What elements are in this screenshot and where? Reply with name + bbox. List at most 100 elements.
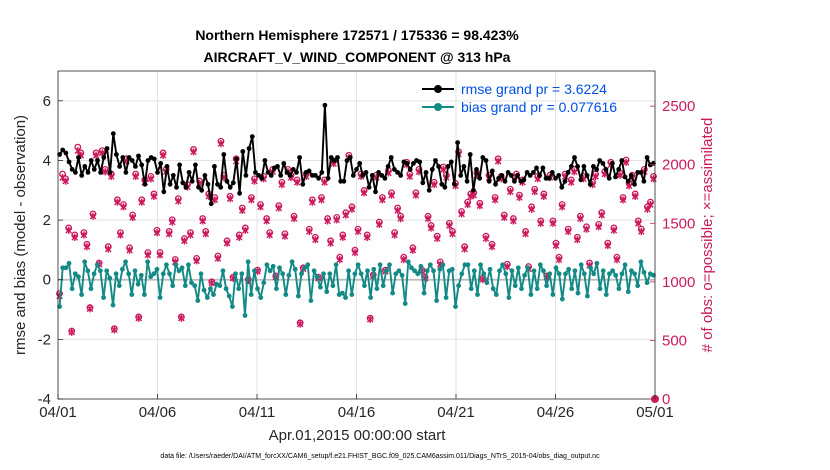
- rmse-point: [268, 173, 274, 178]
- assimilated-obs-marker: [613, 256, 621, 264]
- bias-point: [280, 271, 286, 277]
- rmse-point: [556, 173, 562, 178]
- bias-point: [226, 293, 232, 299]
- assimilated-obs-marker: [376, 220, 383, 229]
- assimilated-obs-marker: [552, 241, 560, 250]
- bias-point: [384, 268, 389, 274]
- rmse-point: [249, 134, 255, 140]
- bias-point: [434, 298, 439, 303]
- rmse-point: [429, 167, 435, 172]
- assimilated-obs-marker: [129, 213, 136, 222]
- rmse-point: [448, 159, 454, 165]
- assimilated-obs-marker: [634, 219, 642, 227]
- rmse-point: [107, 170, 113, 175]
- bias-point: [85, 268, 91, 274]
- rmse-point: [82, 164, 88, 169]
- rmse-point: [366, 184, 372, 190]
- assimilated-obs-marker: [336, 256, 344, 264]
- assimilated-obs-marker: [150, 192, 158, 200]
- bias-point: [198, 271, 204, 277]
- bias-point: [409, 265, 414, 271]
- bias-point: [138, 272, 144, 278]
- bias-point: [72, 271, 78, 277]
- assimilated-obs-marker: [190, 148, 197, 156]
- rmse-point: [275, 164, 280, 169]
- assimilated-obs-marker: [610, 226, 618, 234]
- bias-point: [522, 272, 527, 278]
- rmse-point: [616, 167, 622, 172]
- rmse-point: [565, 170, 571, 175]
- bias-point: [129, 292, 135, 297]
- assimilated-obs-marker: [248, 196, 255, 204]
- rmse-point: [388, 155, 394, 160]
- rmse-point: [357, 161, 363, 166]
- bias-point: [302, 265, 308, 271]
- bias-point: [252, 268, 257, 274]
- bias-point: [63, 265, 69, 271]
- assimilated-obs-marker: [464, 200, 471, 209]
- bias-point: [277, 265, 282, 271]
- rmse-point: [610, 161, 615, 166]
- assimilated-obs-marker: [187, 231, 194, 239]
- rmse-point: [63, 150, 69, 156]
- assimilated-obs-marker: [494, 157, 502, 165]
- bias-point: [333, 262, 339, 268]
- rmse-point: [151, 156, 157, 162]
- assimilated-obs-marker: [86, 305, 94, 313]
- rmse-point: [253, 170, 258, 175]
- assimilated-obs-marker: [604, 241, 612, 250]
- bias-point: [427, 262, 433, 268]
- rmse-point: [95, 158, 100, 163]
- rmse-point: [313, 173, 318, 178]
- bias-point: [201, 287, 207, 293]
- assimilated-obs-marker: [238, 206, 246, 214]
- bias-point: [503, 271, 509, 277]
- rmse-point: [142, 181, 148, 187]
- bias-point: [148, 274, 154, 280]
- bias-point: [327, 271, 333, 277]
- rmse-point: [180, 180, 186, 186]
- bias-point: [352, 271, 358, 277]
- rmse-point: [591, 164, 596, 169]
- rmse-point: [170, 173, 176, 178]
- rmse-point: [445, 164, 451, 169]
- rmse-point: [347, 155, 353, 160]
- rmse-point: [341, 178, 347, 184]
- rmse-point: [161, 189, 167, 195]
- rmse-point: [578, 177, 584, 183]
- bias-point: [186, 262, 191, 268]
- bias-point: [509, 268, 515, 274]
- assimilated-obs-marker: [293, 178, 301, 186]
- assimilated-obs-marker: [71, 233, 79, 241]
- rmse-point: [619, 158, 625, 163]
- bias-point: [258, 295, 264, 300]
- bias-point: [343, 295, 348, 300]
- assimilated-obs-marker: [217, 140, 225, 148]
- rmse-point: [644, 155, 650, 160]
- rmse-point: [234, 156, 239, 162]
- assimilated-obs-marker: [275, 204, 283, 212]
- bias-point: [456, 283, 461, 289]
- bias-point: [421, 290, 427, 296]
- bias-point: [541, 268, 546, 274]
- assimilated-obs-marker: [394, 206, 401, 214]
- y-axis-label: rmse and bias (model - observation): [12, 115, 29, 355]
- rmse-point: [139, 162, 145, 168]
- bias-point: [157, 295, 163, 300]
- bias-point: [160, 271, 166, 277]
- rmse-point: [534, 165, 539, 171]
- bias-point: [512, 283, 518, 289]
- y-tick-label: -4: [38, 391, 51, 408]
- legend-rmse-label: rmse grand pr = 3.6224: [461, 81, 607, 97]
- rmse-point: [417, 159, 423, 165]
- assimilated-obs-marker: [537, 219, 545, 227]
- bias-point: [314, 274, 320, 280]
- bias-point: [566, 266, 571, 272]
- bias-point: [396, 268, 402, 274]
- assimilated-obs-marker: [342, 211, 350, 219]
- assimilated-obs-marker: [354, 227, 362, 236]
- bias-point: [82, 259, 88, 265]
- rmse-point: [420, 180, 426, 186]
- chart-subtitle: AIRCRAFT_V_WIND_COMPONENT @ 313 hPa: [204, 49, 511, 65]
- assimilated-obs-marker: [360, 189, 368, 197]
